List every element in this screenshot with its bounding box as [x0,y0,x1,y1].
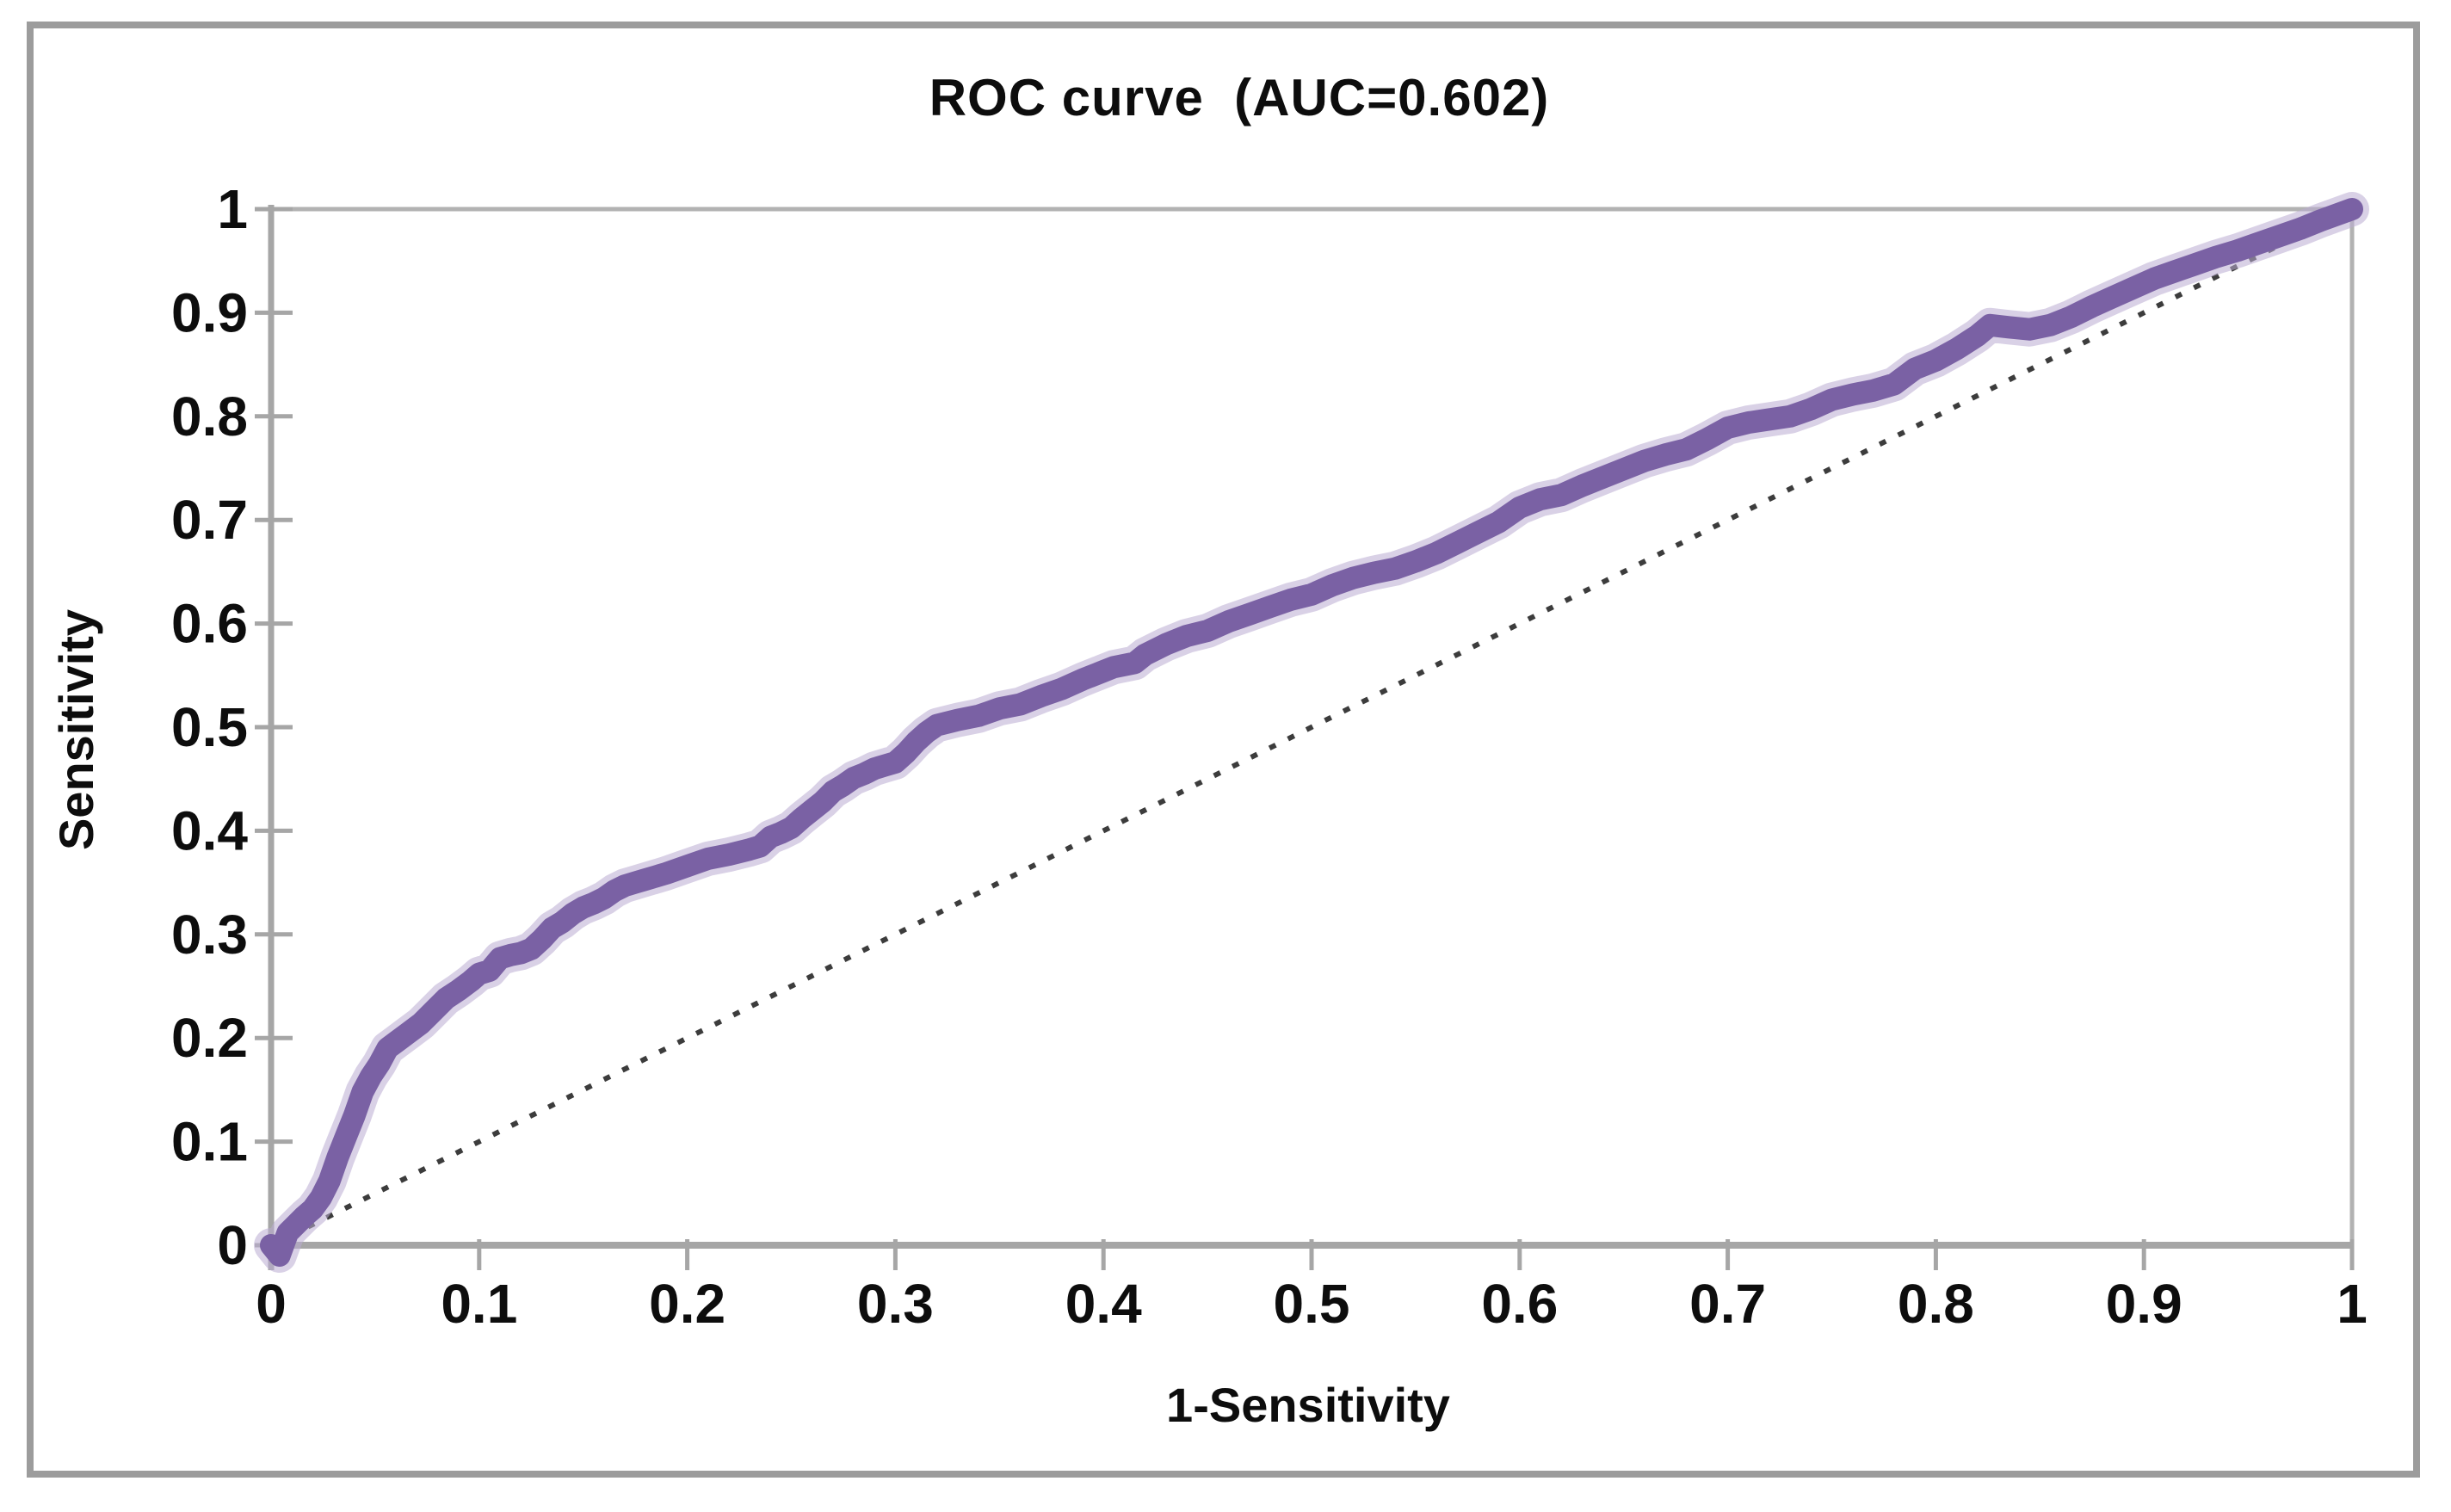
y-tick-label: 0.3 [171,904,248,966]
x-tick-label: 0.1 [441,1273,517,1335]
diagonal-reference-line [269,207,2354,1248]
x-tick-label: 0.6 [1481,1273,1558,1335]
y-tick-label: 0.4 [171,799,248,861]
x-tick-label: 0.2 [649,1273,725,1335]
x-tick-label: 0.7 [1689,1273,1766,1335]
y-tick-label: 0.2 [171,1007,248,1069]
x-tick-label: 0.3 [857,1273,934,1335]
y-tick-label: 0.7 [171,489,248,551]
roc-curve [260,198,2363,1267]
x-tick-label: 0.5 [1274,1273,1350,1335]
roc-curve-halo [254,192,2369,1273]
y-tick-label: 0.5 [171,696,248,758]
y-tick-label: 0.6 [171,593,248,655]
x-tick-label: 0.8 [1898,1273,1974,1335]
x-tick-label: 0 [256,1273,287,1335]
chart-title: ROC curve (AUC=0.602) [929,69,1550,127]
y-tick-label: 1 [217,178,248,240]
y-tick-label: 0.1 [171,1111,248,1173]
y-tick-label: 0 [217,1214,248,1276]
x-axis-title: 1-Sensitivity [1166,1378,1450,1432]
y-tick-label: 0.8 [171,386,248,447]
figure-border [27,22,2420,1478]
x-tick-label: 1 [2337,1273,2368,1335]
plot-area: 0 0.1 0.2 0.3 0.4 0.5 0.6 0.7 0.8 0.9 1 0 0.1 0.2 0.3 0… [171,178,2369,1335]
y-tick-label: 0.9 [171,281,248,343]
x-tick-label: 0.9 [2106,1273,2182,1335]
x-tick-label: 0.4 [1065,1273,1142,1335]
y-axis-title: Sensitivity [49,609,103,850]
